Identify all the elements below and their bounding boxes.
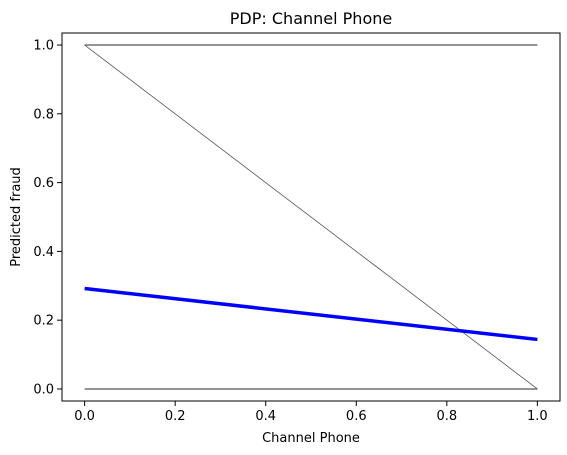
y-tick-label: 1.0 (33, 39, 54, 54)
chart-title: PDP: Channel Phone (230, 9, 392, 28)
y-axis-label: Predicted fraud (9, 167, 24, 267)
y-tick-label: 0.2 (33, 314, 54, 329)
y-tick-label: 0.8 (33, 107, 54, 122)
x-tick-label: 0.0 (74, 409, 95, 424)
x-tick-label: 0.8 (436, 409, 457, 424)
y-tick-label: 0.0 (33, 382, 54, 397)
y-tick-label: 0.4 (33, 245, 54, 260)
x-axis: 0.0 0.2 0.4 0.6 0.8 1.0 (74, 401, 548, 424)
x-tick-label: 0.6 (346, 409, 367, 424)
series-layer (84, 44, 538, 390)
y-tick-label: 0.6 (33, 176, 54, 191)
x-tick-label: 0.4 (255, 409, 276, 424)
x-axis-label: Channel Phone (262, 431, 360, 446)
x-tick-label: 0.2 (165, 409, 186, 424)
y-axis: 0.0 0.2 0.4 0.6 0.8 1.0 (33, 39, 62, 397)
x-tick-label: 1.0 (527, 409, 548, 424)
series-line-2 (84, 44, 538, 390)
series-line-4 (84, 286, 538, 342)
plot-frame (61, 32, 561, 402)
